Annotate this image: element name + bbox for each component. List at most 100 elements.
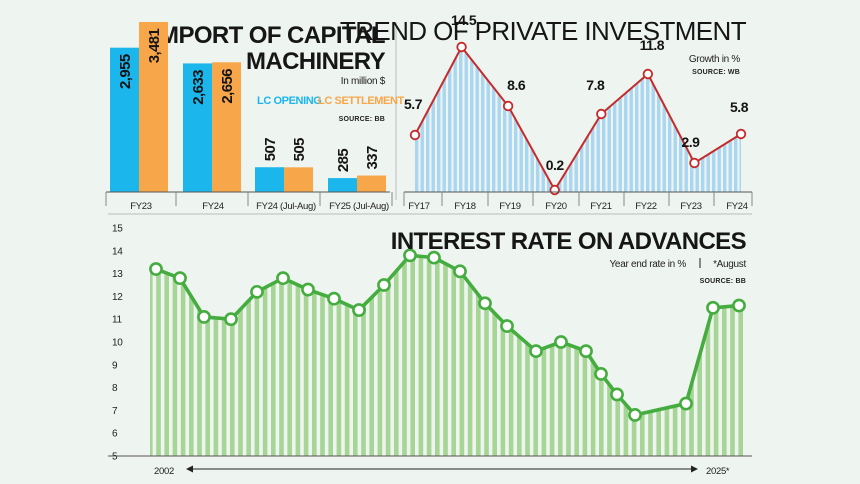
interest-y-ticks: 15 14 13 12 11 10 9 8 7 6 5 xyxy=(112,224,124,463)
investment-stripe xyxy=(701,47,705,192)
investment-x-tick-label: FY19 xyxy=(499,201,521,212)
investment-stripe xyxy=(684,47,688,192)
interest-title: INTEREST RATE ON ADVANCES xyxy=(391,228,747,255)
import-title-line2: MACHINERY xyxy=(246,48,386,75)
interest-stripe xyxy=(738,255,743,456)
investment-point-FY24 xyxy=(735,128,747,140)
interest-stripe xyxy=(320,255,325,456)
interest-stripe xyxy=(549,255,555,456)
import-x-tick-label: FY25 (Jul-Aug) xyxy=(329,201,389,212)
import-axis-ticks: FY23 FY24 FY24 (Jul-Aug) FY25 (Jul-Aug) xyxy=(105,192,393,212)
interest-point xyxy=(197,310,211,324)
import-source: SOURCE: BB xyxy=(339,116,385,123)
interest-stripe xyxy=(410,255,415,456)
investment-x-tick-label: FY23 xyxy=(680,201,702,212)
interest-point xyxy=(377,278,391,292)
investment-point-FY23 xyxy=(689,157,700,169)
investment-x-tick-label: FY17 xyxy=(408,201,430,212)
interest-point xyxy=(554,335,568,349)
legend-lc-settlement: LC SETTLEMENT xyxy=(318,95,405,107)
interest-stripe xyxy=(197,255,202,456)
interest-point xyxy=(610,387,624,402)
interest-stripe xyxy=(156,255,161,456)
investment-stripe xyxy=(426,47,430,192)
investment-x-tick-label: FY22 xyxy=(635,201,657,212)
investment-point-FY20 xyxy=(549,184,560,196)
interest-point xyxy=(301,282,315,297)
interest-stripe xyxy=(180,255,186,456)
investment-value-label: 14.5 xyxy=(451,12,477,28)
investment-stripe xyxy=(459,47,463,192)
investment-stripe xyxy=(536,47,540,192)
investment-stripe xyxy=(475,47,479,192)
investment-stripe xyxy=(431,47,435,192)
interest-point xyxy=(706,300,720,315)
investment-point-FY21 xyxy=(596,108,607,120)
interest-stripe xyxy=(213,255,219,456)
investment-stripe xyxy=(481,47,485,192)
interest-stripe xyxy=(230,255,235,456)
investment-stripe xyxy=(657,47,661,192)
interest-stripe xyxy=(172,255,178,456)
interest-point xyxy=(628,408,642,422)
interest-y-tick-label: 13 xyxy=(112,269,123,280)
investment-axis-ticks: FY17 FY18 FY19 FY20 FY21 FY22 FY23 FY24 xyxy=(403,192,753,212)
interest-stripe xyxy=(246,255,251,456)
interest-note: *August xyxy=(713,259,746,270)
investment-stripe xyxy=(712,47,716,192)
interest-y-tick-label: 15 xyxy=(112,224,123,235)
investment-stripe xyxy=(613,47,617,192)
investment-chart: TREND OF PRIVATE INVESTMENT Growth in % … xyxy=(340,12,753,212)
lc-opening-bar-2 xyxy=(255,167,284,192)
interest-stripe xyxy=(150,255,153,456)
investment-stripe xyxy=(448,47,452,192)
investment-x-tick-label: FY21 xyxy=(590,201,612,212)
interest-point xyxy=(500,319,514,333)
timeline-arrow-right-head xyxy=(691,465,698,473)
interest-stripe xyxy=(303,255,309,456)
interest-y-tick-label: 8 xyxy=(112,383,118,394)
interest-point xyxy=(352,303,366,317)
interest-stripe xyxy=(221,255,227,456)
interest-stripe xyxy=(402,255,407,456)
interest-stripe xyxy=(312,255,317,456)
interest-stripe xyxy=(418,255,424,456)
interest-stripe xyxy=(394,255,399,456)
interest-stripe xyxy=(484,255,489,456)
interest-y-tick-label: 10 xyxy=(112,338,123,349)
interest-stripe xyxy=(574,255,579,456)
investment-value-label: 7.8 xyxy=(586,77,605,93)
interest-stripe xyxy=(385,255,391,456)
import-bar-value-label: 507 xyxy=(262,138,279,161)
interest-stripe xyxy=(508,255,514,456)
interest-note-marker xyxy=(699,258,701,268)
interest-point xyxy=(327,291,341,306)
import-bar-value-label: 337 xyxy=(364,146,381,169)
interest-point xyxy=(478,296,492,311)
interest-stripe xyxy=(730,255,735,456)
interest-stripe xyxy=(279,255,284,456)
investment-stripe xyxy=(618,47,622,192)
lc-settlement-bar-3 xyxy=(357,175,386,192)
interest-stripe xyxy=(525,255,530,456)
interest-stripe xyxy=(287,255,292,456)
interest-y-tick-label: 14 xyxy=(112,246,123,257)
interest-stripe xyxy=(344,255,350,456)
investment-value-label: 5.7 xyxy=(404,96,423,112)
interest-point xyxy=(276,271,290,286)
interest-stripe xyxy=(500,255,506,456)
investment-value-label: 2.9 xyxy=(681,134,700,150)
investment-title: TREND OF PRIVATE INVESTMENT xyxy=(340,16,747,46)
investment-stripe xyxy=(662,47,666,192)
investment-x-tick-label: FY24 xyxy=(726,201,748,212)
interest-stripe xyxy=(295,255,301,456)
investment-stripe xyxy=(574,47,578,192)
interest-stripe xyxy=(369,255,374,456)
investment-stripe xyxy=(629,47,633,192)
investment-stripe xyxy=(635,47,639,192)
interest-stripe xyxy=(238,255,243,456)
investment-stripe xyxy=(646,47,650,192)
interest-y-tick-label: 9 xyxy=(112,360,118,371)
interest-stripe xyxy=(722,255,727,456)
